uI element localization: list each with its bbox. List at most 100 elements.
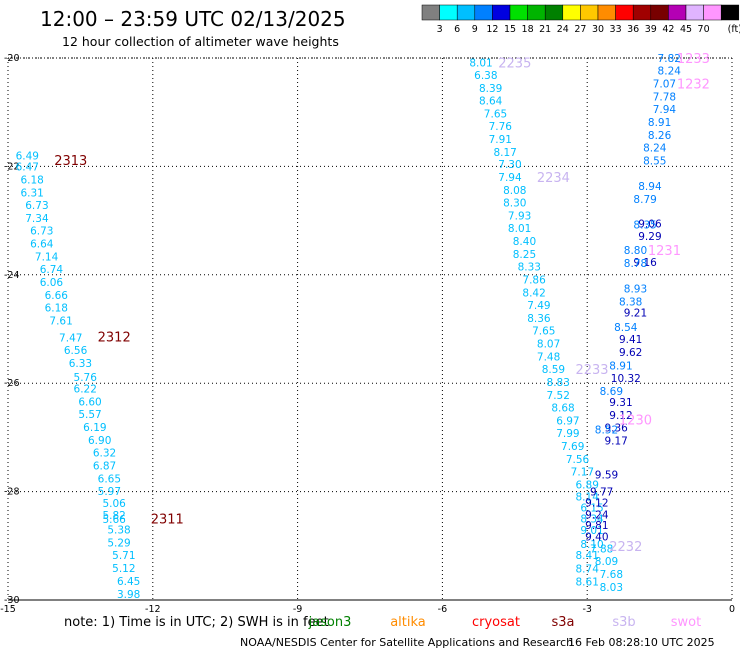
wave-height-value: 6.49 [16,151,39,163]
wave-height-value: 7.69 [561,441,584,453]
colorbar-swatch [632,4,652,21]
colorbar-swatch [668,4,687,21]
wave-height-value: 9.21 [624,308,647,320]
colorbar-swatch [650,4,669,21]
wave-height-value: 7.78 [653,91,676,103]
wave-height-value: 6.60 [78,397,101,409]
colorbar-swatch [597,4,616,21]
wave-height-value: 9.12 [609,410,632,422]
wave-height-value: 6.06 [40,277,64,289]
pass-time-label: 2233 [575,363,608,378]
wave-height-value: 7.49 [527,300,550,312]
colorbar-tick-label: 42 [662,24,674,35]
footer-credit: NOAA/NESDIS Center for Satellite Applica… [240,636,573,649]
wave-height-value: 9.62 [619,347,642,359]
mission-s3b-label: s3b [612,615,635,630]
wave-height-value: 8.24 [658,65,682,77]
chart-subtitle: 12 hour collection of altimeter wave hei… [62,34,339,49]
mission-legend: jason3 altika cryosat s3a s3b swot [308,615,702,630]
mission-s3a-label: s3a [551,615,574,630]
pass-time-label: 2312 [98,331,131,346]
wave-height-value: 8.55 [643,155,666,167]
wave-height-value: 6.74 [40,264,64,276]
wave-height-value: 8.01 [469,57,492,69]
wave-height-value: 8.07 [537,339,560,351]
wave-height-value: 6.32 [93,448,116,460]
wave-height-value: 8.78 [624,258,647,270]
wave-height-value: 8.25 [513,249,536,261]
wave-height-value: 5.97 [98,486,121,498]
x-tick-label: -15 [0,604,16,615]
wave-height-value: 7.99 [556,428,579,440]
colorbar-swatch [720,4,740,21]
y-tick-label: -30 [4,595,20,606]
y-tick-label: -24 [4,270,20,281]
wave-height-value: 9.24 [585,509,609,521]
colorbar-tick-label: 15 [504,24,516,35]
wave-height-value: 7.65 [484,108,507,120]
wave-height-value: 8.94 [638,181,662,193]
wave-height-value: 6.18 [45,302,68,314]
wave-height-value: 8.01 [508,223,531,235]
wave-height-value: 6.45 [117,576,140,588]
wave-height-value: 5.38 [107,525,130,537]
wave-height-value: 8.36 [527,313,551,325]
wave-height-value: 8.80 [624,245,647,257]
wave-height-value: 7.30 [498,159,521,171]
colorbar-tick-label: 21 [539,24,551,35]
colorbar-tick-label: 3 [437,24,443,35]
colorbar-swatch [580,4,599,21]
wave-height-value: 8.40 [513,236,536,248]
wave-height-value: 8.69 [600,386,623,398]
wave-height-value: 8.64 [479,95,503,107]
wave-height-value: 5.71 [112,550,135,562]
wave-height-value: 8.14 [576,491,600,503]
chart-title: 12:00 – 23:59 UTC 02/13/2025 [40,7,346,31]
wave-height-value: 7.14 [35,251,59,263]
colorbar-tick-label: 45 [680,24,692,35]
wave-height-value: 8.35 [633,219,656,231]
wave-height-value: 7.82 [658,53,681,65]
wave-height-value: 9.81 [585,520,608,532]
colorbar-swatch [439,4,458,21]
wave-height-value: 7.07 [653,78,676,90]
colorbar-swatch [421,4,440,21]
wave-height-value: 7.65 [532,326,555,338]
wave-height-value: 6.22 [74,384,97,396]
wave-height-value: 8.33 [518,262,541,274]
wave-height-value: 8.03 [600,582,623,594]
y-tick-label: -20 [4,53,20,64]
wave-height-value: 6.90 [88,435,111,447]
wave-height-value: 9.41 [619,334,642,346]
wave-height-value: 7.86 [522,275,546,287]
wave-height-value: 8.54 [614,322,638,334]
colorbar-swatch [562,4,581,21]
colorbar-tick-label: 30 [592,24,604,35]
wave-height-value: 8.10 [580,539,603,551]
wave-height-value: 9.77 [590,487,613,499]
wave-height-value: 5.29 [107,538,130,550]
pass-time-label: 1232 [677,77,710,92]
pass-time-label: 2234 [537,171,570,186]
wave-height-value: 7.94 [653,104,677,116]
colorbar-swatch [456,4,476,21]
wave-height-value: 8.91 [609,360,632,372]
wave-height-value: 9.01 [580,525,603,537]
wave-height-value: 8.61 [576,577,599,589]
data-labels: 6.496.476.186.316.737.346.736.647.146.74… [16,53,682,601]
pass-annotations: 2313 2312 2311 2235 2234 2233 2232 1233 1232 1231… [54,52,710,555]
pass-time-label: 1231 [648,244,681,259]
plot-grid [7,57,733,601]
wave-height-value: 5.06 [102,498,126,510]
colorbar-tick-label: 9 [472,24,478,35]
colorbar-swatch [527,4,546,21]
colorbar-tick-label: 36 [627,24,639,35]
wave-height-value: 7.17 [571,467,594,479]
colorbar-swatch [615,4,634,21]
axis-tick-labels: -15 -12 -9 -6 -3 0-20-22-24-26-28-30 [0,53,735,615]
wave-height-value: 6.73 [25,200,48,212]
wave-height-value: 8.17 [493,147,516,159]
wave-height-value: 5.12 [112,563,135,575]
wave-height-value: 7.52 [547,390,570,402]
mission-altika-label: altika [390,615,426,630]
